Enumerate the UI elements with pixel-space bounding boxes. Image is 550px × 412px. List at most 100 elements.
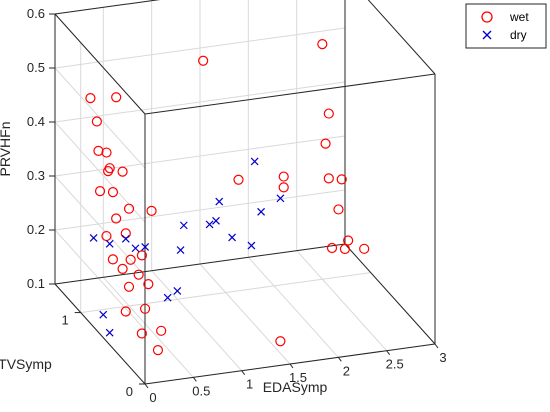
data-point-dry bbox=[105, 239, 114, 248]
data-point-wet bbox=[123, 203, 135, 214]
data-point-wet bbox=[120, 228, 131, 239]
x-marker-stroke bbox=[131, 244, 140, 253]
z-axis-title: PRVHFn bbox=[0, 122, 13, 177]
x-tick-label: 0 bbox=[149, 390, 156, 405]
x-marker-stroke bbox=[250, 157, 259, 166]
grid-line-side-z bbox=[54, 175, 146, 277]
box-edge bbox=[367, 0, 436, 75]
x-marker-stroke bbox=[179, 221, 188, 230]
grid-line-side-z bbox=[54, 121, 146, 223]
z-tick-label: 0.2 bbox=[27, 222, 45, 237]
x-tick-label: 3 bbox=[439, 350, 446, 365]
x-marker-stroke bbox=[105, 328, 114, 337]
data-point-wet bbox=[320, 138, 331, 149]
data-point-wet bbox=[117, 263, 128, 274]
x-axis-title: EDASymp bbox=[263, 379, 328, 395]
data-point-dry bbox=[228, 233, 237, 242]
data-point-dry bbox=[173, 287, 182, 295]
grid-line-back-z bbox=[54, 27, 346, 69]
x-marker-stroke bbox=[163, 293, 172, 302]
data-point-dry bbox=[250, 157, 259, 166]
legend-label-dry: dry bbox=[510, 28, 527, 42]
legend-box bbox=[465, 3, 547, 49]
grid-line-back-z bbox=[54, 189, 346, 231]
data-point-dry bbox=[205, 220, 214, 229]
data-point-dry bbox=[176, 246, 185, 254]
data-point-dry bbox=[276, 194, 285, 203]
grid-line-floor-y bbox=[80, 272, 371, 314]
data-point-wet bbox=[103, 166, 114, 177]
data-point-wet bbox=[111, 92, 122, 103]
data-point-wet bbox=[278, 171, 289, 182]
grid-line-back-z bbox=[54, 81, 346, 123]
data-point-wet bbox=[120, 306, 131, 317]
grid-line-floor-x bbox=[296, 250, 388, 352]
z-tick-label: 0.3 bbox=[27, 168, 45, 183]
y-tick-label: 0 bbox=[126, 384, 133, 399]
data-point-dry bbox=[121, 234, 130, 243]
data-point-dry bbox=[163, 293, 172, 302]
data-point-dry bbox=[89, 234, 98, 242]
data-point-wet bbox=[117, 166, 128, 177]
box-edge bbox=[54, 283, 146, 385]
data-point-wet bbox=[93, 145, 104, 156]
data-point-wet bbox=[156, 325, 167, 336]
x-marker-stroke bbox=[141, 242, 150, 251]
data-point-wet bbox=[94, 186, 106, 197]
x-marker-stroke bbox=[205, 220, 214, 229]
x-marker-stroke bbox=[212, 216, 220, 225]
x-marker-stroke bbox=[247, 241, 256, 250]
x-tick-mark bbox=[386, 350, 391, 355]
x-tick-mark bbox=[289, 363, 294, 369]
x-tick-mark bbox=[241, 370, 246, 375]
grid-line-floor-x bbox=[151, 270, 243, 372]
box-edge bbox=[54, 13, 146, 115]
data-point-dry bbox=[105, 328, 114, 337]
x-marker-stroke bbox=[105, 239, 114, 248]
data-point-wet bbox=[123, 281, 135, 292]
x-marker-stroke bbox=[176, 246, 185, 254]
data-point-wet bbox=[136, 328, 147, 339]
legend: wet dry bbox=[465, 3, 547, 49]
y-axis-title: TVSymp bbox=[0, 356, 52, 372]
data-point-wet bbox=[139, 303, 151, 314]
legend-marker-wet bbox=[481, 11, 493, 23]
data-point-wet bbox=[326, 242, 338, 254]
x-tick-label: 1 bbox=[246, 377, 253, 392]
data-point-wet bbox=[143, 279, 154, 290]
x-marker-stroke bbox=[121, 234, 130, 243]
x-marker-stroke bbox=[276, 194, 285, 203]
data-point-wet bbox=[133, 269, 144, 280]
data-point-wet bbox=[323, 173, 334, 184]
data-point-wet bbox=[91, 116, 102, 127]
data-point-wet bbox=[339, 243, 351, 255]
data-point-dry bbox=[99, 310, 108, 319]
x-tick-mark bbox=[144, 383, 149, 389]
data-point-wet bbox=[275, 336, 286, 347]
x-tick-mark bbox=[192, 377, 197, 382]
data-point-wet bbox=[233, 174, 244, 185]
data-point-wet bbox=[198, 55, 209, 66]
data-marks bbox=[85, 39, 370, 356]
data-point-wet bbox=[323, 108, 334, 119]
legend-label-wet: wet bbox=[509, 10, 529, 24]
box-edge bbox=[54, 0, 161, 15]
x-marker-stroke bbox=[257, 207, 266, 216]
box-edge bbox=[54, 243, 346, 285]
data-point-wet bbox=[125, 254, 136, 265]
data-point-wet bbox=[136, 250, 148, 261]
x-tick-mark bbox=[434, 343, 439, 349]
data-point-wet bbox=[85, 93, 96, 104]
data-point-wet bbox=[101, 147, 112, 158]
data-point-dry bbox=[215, 197, 224, 206]
data-point-dry bbox=[212, 216, 220, 225]
x-tick-mark bbox=[337, 357, 342, 362]
grid-line-floor-x bbox=[247, 256, 339, 358]
grid-line-back-z bbox=[54, 135, 346, 177]
grid-line-floor-x bbox=[102, 276, 194, 378]
data-point-wet bbox=[278, 182, 289, 193]
grid-layer bbox=[54, 0, 436, 385]
z-tick-label: 0.6 bbox=[27, 6, 45, 21]
data-point-wet bbox=[107, 254, 119, 265]
